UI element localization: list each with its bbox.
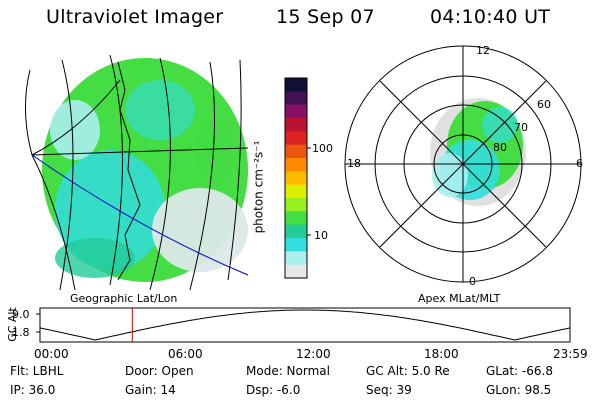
colorbar-tick-10: 10 [314, 229, 328, 242]
colorbar-band [285, 224, 307, 239]
xtick-0600: 06:00 [168, 347, 203, 361]
seq-info: Seq: 39 [366, 383, 412, 397]
geo-emission-map [42, 58, 248, 282]
glat-info: GLat: -66.8 [486, 364, 553, 378]
polar-panel-caption: Apex MLat/MLT [418, 292, 501, 305]
mlt-label-0: 0 [469, 275, 476, 288]
satellite-track-line [31, 154, 249, 276]
mlt-label-12: 12 [476, 44, 490, 57]
altitude-ytick-high: 9.0 [12, 308, 30, 321]
colorbar-band [285, 131, 307, 146]
door-info: Door: Open [125, 364, 194, 378]
colorbar-band [285, 171, 307, 186]
mode-info: Mode: Normal [246, 364, 330, 378]
colorbar-band [285, 184, 307, 199]
ip-info: IP: 36.0 [10, 383, 56, 397]
instrument-title: Ultraviolet Imager [46, 6, 224, 28]
colorbar-unit-label: photon cm⁻²s⁻¹ [251, 140, 266, 234]
filter-info: Flt: LBHL [10, 364, 64, 378]
mlat-label-70: 70 [514, 121, 528, 134]
altitude-ytick-low: 1.8 [12, 326, 30, 339]
colorbar-band [285, 251, 307, 266]
gc-alt-info: GC Alt: 5.0 Re [366, 364, 450, 378]
colorbar-band [285, 118, 307, 132]
colorbar-band [285, 144, 307, 159]
gain-info: Gain: 14 [125, 383, 176, 397]
altitude-plot [36, 307, 571, 343]
colorbar-band [285, 198, 307, 212]
colorbar-tick-100: 100 [312, 142, 333, 155]
time-label: 04:10:40 UT [430, 6, 551, 28]
mlt-label-18: 18 [347, 157, 361, 170]
colorbar-band [285, 158, 307, 172]
xtick-0000: 00:00 [34, 347, 69, 361]
glon-info: GLon: 98.5 [486, 383, 552, 397]
colorbar-band [285, 91, 307, 106]
date-label: 15 Sep 07 [276, 6, 375, 28]
colorbar-band [285, 264, 307, 279]
mlat-label-80: 80 [493, 141, 507, 154]
colorbar-band [285, 104, 307, 119]
color-bar [284, 77, 311, 279]
xtick-1200: 12:00 [296, 347, 331, 361]
geo-panel-caption: Geographic Lat/Lon [70, 292, 178, 305]
xtick-2359: 23:59 [553, 347, 588, 361]
dsp-info: Dsp: -6.0 [246, 383, 301, 397]
polar-emission-map [430, 98, 526, 206]
colorbar-band [285, 211, 307, 226]
geo-grid-lines [25, 54, 249, 291]
colorbar-band [285, 238, 307, 252]
polar-grid [344, 45, 582, 283]
colorbar-band [285, 78, 307, 92]
xtick-1800: 18:00 [424, 347, 459, 361]
mlt-label-6: 6 [576, 157, 583, 170]
altitude-curve [39, 309, 571, 341]
mlat-label-60: 60 [537, 98, 551, 111]
